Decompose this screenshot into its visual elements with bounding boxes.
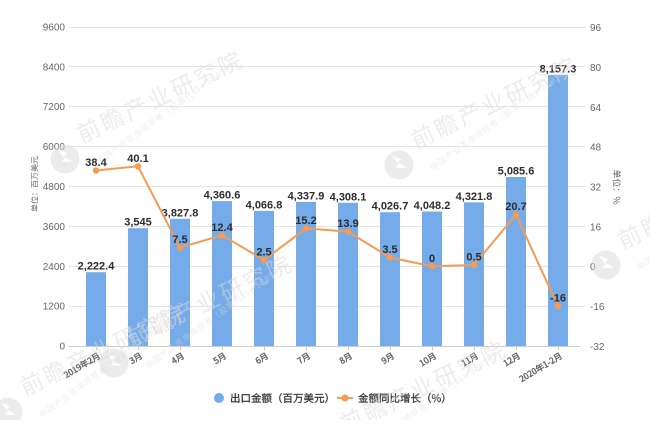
svg-text:0: 0 [429,253,435,265]
svg-text:7.5: 7.5 [172,234,187,246]
svg-text:4,026.7: 4,026.7 [372,201,409,213]
svg-text:4,066.8: 4,066.8 [246,199,283,211]
svg-text:40.1: 40.1 [127,153,148,165]
svg-text:0: 0 [59,342,65,353]
svg-text:64: 64 [590,103,602,114]
svg-text:6000: 6000 [43,142,66,153]
svg-text:15.2: 15.2 [295,215,316,227]
svg-text:0.5: 0.5 [466,252,481,264]
svg-text:4800: 4800 [43,182,66,193]
svg-text:9600: 9600 [43,23,66,34]
svg-text:13.9: 13.9 [337,218,358,230]
svg-text:16: 16 [590,222,602,233]
svg-text:32: 32 [590,183,602,194]
svg-text:3.5: 3.5 [382,244,397,256]
svg-text:96: 96 [590,23,602,34]
svg-text:4,360.6: 4,360.6 [204,190,241,202]
svg-text:1200: 1200 [43,302,66,313]
svg-text:5,085.6: 5,085.6 [498,166,535,178]
svg-text:2,222.4: 2,222.4 [78,261,116,273]
svg-text:4,308.1: 4,308.1 [330,191,367,203]
svg-text:7200: 7200 [43,102,66,113]
svg-text:-16: -16 [590,302,605,313]
svg-text:4,321.8: 4,321.8 [456,191,493,203]
svg-text:8400: 8400 [43,62,66,73]
svg-text:48: 48 [590,143,602,154]
svg-text:38.4: 38.4 [85,157,107,169]
svg-text:80: 80 [590,63,602,74]
svg-text:4,337.9: 4,337.9 [288,190,325,202]
svg-text:4,048.2: 4,048.2 [414,200,451,212]
svg-text:2400: 2400 [43,262,66,273]
svg-text:12.4: 12.4 [211,222,233,234]
svg-text:3,545: 3,545 [124,217,152,229]
svg-text:-16: -16 [550,293,566,305]
svg-text:20.7: 20.7 [505,201,526,213]
svg-text:3600: 3600 [43,222,66,233]
svg-text:2.5: 2.5 [256,247,271,259]
svg-text:-32: -32 [590,342,605,353]
svg-text:3,827.8: 3,827.8 [162,207,199,219]
